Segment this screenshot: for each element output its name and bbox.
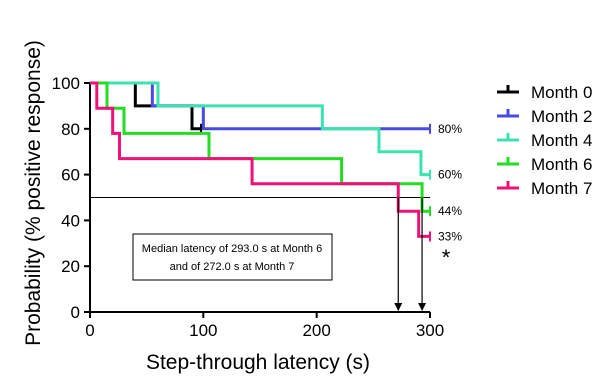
x-tick-label-3: 300 xyxy=(416,321,444,340)
ticks: 0 100 200 300 0 20 40 60 80 100 xyxy=(52,74,445,340)
series-line-3 xyxy=(90,81,430,213)
median-arrows xyxy=(394,197,427,311)
y-axis-title: Probability (% positive response) xyxy=(22,40,45,346)
legend-label-0: Month 0 xyxy=(531,83,592,102)
y-tick-label-5: 100 xyxy=(52,74,80,93)
significance-star: * xyxy=(442,245,451,270)
annotation-box: Median latency of 293.0 s at Month 6 and… xyxy=(132,233,333,281)
legend-label-4: Month 7 xyxy=(531,179,592,198)
series-end-label-4: 33% xyxy=(438,229,462,243)
legend-label-3: Month 6 xyxy=(531,155,592,174)
x-tick-label-0: 0 xyxy=(85,321,94,340)
x-tick-label-1: 100 xyxy=(189,321,217,340)
series-end-label-1: 80% xyxy=(438,122,462,136)
series-end-label-2: 60% xyxy=(438,168,462,182)
y-tick-label-0: 0 xyxy=(71,303,80,322)
x-axis-title: Step-through latency (s) xyxy=(146,351,370,374)
y-tick-label-1: 20 xyxy=(61,257,80,276)
y-tick-label-4: 80 xyxy=(61,120,80,139)
series-line-2 xyxy=(90,81,430,177)
series-line-4 xyxy=(90,81,430,238)
series-layer: 80% 60% 44% 33% xyxy=(90,81,462,243)
series-end-label-3: 44% xyxy=(438,204,462,218)
legend: Month 0 Month 2 Month 4 Month 6 Month 7 xyxy=(497,83,592,198)
annotation-line-1: Median latency of 293.0 s at Month 6 xyxy=(142,243,322,255)
legend-label-2: Month 4 xyxy=(531,131,592,150)
annotation-line-2: and of 272.0 s at Month 7 xyxy=(170,261,295,273)
y-tick-label-2: 40 xyxy=(61,211,80,230)
legend-label-1: Month 2 xyxy=(531,107,592,126)
y-tick-label-3: 60 xyxy=(61,166,80,185)
x-tick-label-2: 200 xyxy=(302,321,330,340)
annotation-frame xyxy=(132,233,333,281)
